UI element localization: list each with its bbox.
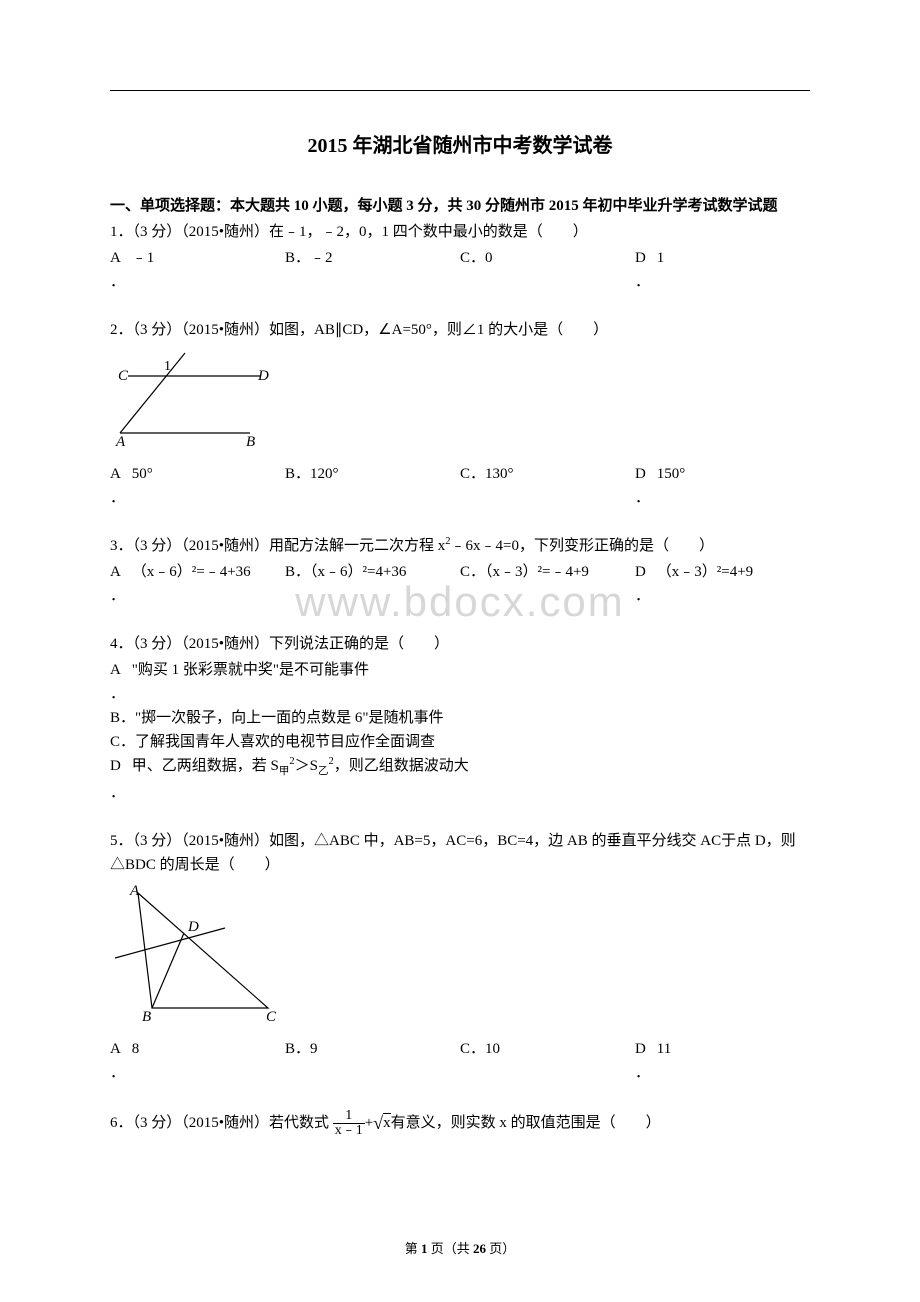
option-c: C．了解我国青年人喜欢的电视节目应作全面调查 — [110, 730, 810, 754]
option-b-value: 9 — [310, 1041, 318, 1057]
option-b-value: （x﹣6）²=4+36 — [310, 564, 406, 580]
q6-prefix: 6．（3 分）（2015•随州）若代数式 — [110, 1115, 329, 1131]
option-d-value: 11 — [657, 1041, 671, 1057]
option-d: D 甲、乙两组数据，若 S甲2＞S乙2，则乙组数据波动大． — [110, 754, 810, 805]
option-d: D 11． — [635, 1037, 810, 1085]
option-d: D 1． — [635, 246, 810, 294]
option-a-value: （x﹣6）²=﹣4+36 — [132, 564, 251, 580]
figure-q5: A B C D — [110, 883, 810, 1031]
option-c: C．0 — [460, 246, 635, 294]
label-c: C — [266, 1009, 277, 1023]
sqrt-arg: x — [383, 1113, 391, 1131]
label-angle-1: 1 — [164, 359, 171, 374]
label-d: D — [257, 368, 269, 384]
option-b: B．9 — [285, 1037, 460, 1085]
label-d: D — [187, 919, 199, 935]
options-row: A ﹣1． B．﹣2 C．0 D 1． — [110, 246, 810, 294]
option-c: C．（x﹣3）²=﹣4+9 — [460, 560, 635, 608]
q3-prefix: 3．（3 分）（2015•随州）用配方法解一元二次方程 x — [110, 538, 445, 554]
option-b-value: "掷一次骰子，向上一面的点数是 6"是随机事件 — [135, 710, 444, 726]
option-d: D 150°． — [635, 462, 810, 510]
fraction-numerator: 1 — [333, 1109, 365, 1124]
option-b-value: 120° — [310, 466, 339, 482]
section-header: 一、单项选择题：本大题共 10 小题，每小题 3 分，共 30 分随州市 201… — [110, 194, 810, 218]
question-4: 4．（3 分）（2015•随州）下列说法正确的是（ ） A "购买 1 张彩票就… — [110, 632, 810, 805]
option-a: A ﹣1． — [110, 246, 285, 294]
parallel-lines-diagram: A B C D 1 — [110, 348, 280, 448]
options-row: A （x﹣6）²=﹣4+36． B．（x﹣6）²=4+36 C．（x﹣3）²=﹣… — [110, 560, 810, 608]
options-row: A 50°． B．120° C．130° D 150°． — [110, 462, 810, 510]
label-b: B — [142, 1009, 151, 1023]
option-c: C．10 — [460, 1037, 635, 1085]
option-c-value: 10 — [485, 1041, 500, 1057]
fraction-denominator: x﹣1 — [333, 1124, 365, 1138]
option-a: A （x﹣6）²=﹣4+36． — [110, 560, 285, 608]
label-a: A — [115, 434, 126, 448]
option-d-pre: 甲、乙两组数据，若 S — [132, 758, 279, 774]
question-text: 6．（3 分）（2015•随州）若代数式 1 x﹣1 +√x有意义，则实数 x … — [110, 1109, 810, 1138]
option-a-value: ﹣1 — [132, 250, 155, 266]
option-d-mid: ＞S — [295, 758, 318, 774]
page-footer: 第 1 页（共 26 页） — [0, 1239, 920, 1260]
sub-yi: 乙 — [318, 766, 329, 777]
q6-suffix: 有意义，则实数 x 的取值范围是（ ） — [391, 1115, 661, 1131]
question-text: 3．（3 分）（2015•随州）用配方法解一元二次方程 x2﹣6x﹣4=0，下列… — [110, 534, 810, 558]
figure-q2: A B C D 1 — [110, 348, 810, 456]
plus-sign: + — [365, 1115, 373, 1131]
question-6: 6．（3 分）（2015•随州）若代数式 1 x﹣1 +√x有意义，则实数 x … — [110, 1109, 810, 1138]
question-5: 5．（3 分）（2015•随州）如图，△ABC 中，AB=5，AC=6，BC=4… — [110, 829, 810, 1085]
option-b: B．"掷一次骰子，向上一面的点数是 6"是随机事件 — [110, 706, 810, 730]
option-c-value: 130° — [485, 466, 514, 482]
option-a: A 8． — [110, 1037, 285, 1085]
footer-suffix: 页） — [486, 1241, 515, 1256]
fraction: 1 x﹣1 — [333, 1109, 365, 1138]
label-c: C — [118, 368, 129, 384]
q3-suffix: ﹣6x﹣4=0，下列变形正确的是（ ） — [451, 538, 714, 554]
option-b: B．（x﹣6）²=4+36 — [285, 560, 460, 608]
option-c-value: 了解我国青年人喜欢的电视节目应作全面调查 — [135, 734, 435, 750]
option-a: A "购买 1 张彩票就中奖"是不可能事件． — [110, 658, 810, 706]
option-d: D （x﹣3）²=4+9． — [635, 560, 810, 608]
option-a: A 50°． — [110, 462, 285, 510]
option-d-post: ，则乙组数据波动大 — [334, 758, 469, 774]
option-c-value: （x﹣3）²=﹣4+9 — [485, 564, 589, 580]
question-text: 4．（3 分）（2015•随州）下列说法正确的是（ ） — [110, 632, 810, 656]
options-row: A 8． B．9 C．10 D 11． — [110, 1037, 810, 1085]
question-2: 2．（3 分）（2015•随州）如图，AB∥CD，∠A=50°，则∠1 的大小是… — [110, 318, 810, 510]
page-content: 2015 年湖北省随州市中考数学试卷 一、单项选择题：本大题共 10 小题，每小… — [110, 130, 810, 1138]
option-a-value: 8 — [132, 1041, 140, 1057]
sqrt-icon: √ — [373, 1113, 383, 1133]
page-title: 2015 年湖北省随州市中考数学试卷 — [110, 130, 810, 162]
sub-jia: 甲 — [279, 766, 290, 777]
option-b: B．120° — [285, 462, 460, 510]
option-d-value: 150° — [657, 466, 686, 482]
option-b-value: ﹣2 — [310, 250, 333, 266]
label-b: B — [246, 434, 255, 448]
label-a: A — [129, 883, 140, 899]
question-text: 2．（3 分）（2015•随州）如图，AB∥CD，∠A=50°，则∠1 的大小是… — [110, 318, 810, 342]
question-1: 1．（3 分）（2015•随州）在﹣1，﹣2，0，1 四个数中最小的数是（ ） … — [110, 220, 810, 294]
question-3: www.bdocx.com 3．（3 分）（2015•随州）用配方法解一元二次方… — [110, 534, 810, 608]
footer-prefix: 第 — [405, 1241, 421, 1256]
triangle-diagram: A B C D — [110, 883, 290, 1023]
question-text: 5．（3 分）（2015•随州）如图，△ABC 中，AB=5，AC=6，BC=4… — [110, 829, 810, 877]
option-c-value: 0 — [485, 250, 493, 266]
footer-total: 26 — [473, 1241, 486, 1256]
option-d-value: （x﹣3）²=4+9 — [657, 564, 753, 580]
option-c: C．130° — [460, 462, 635, 510]
footer-mid: 页（共 — [427, 1241, 473, 1256]
option-d-value: 1 — [657, 250, 665, 266]
top-rule — [110, 90, 810, 91]
option-a-value: 50° — [132, 466, 153, 482]
option-b: B．﹣2 — [285, 246, 460, 294]
option-a-value: "购买 1 张彩票就中奖"是不可能事件 — [132, 662, 369, 678]
question-text: 1．（3 分）（2015•随州）在﹣1，﹣2，0，1 四个数中最小的数是（ ） — [110, 220, 810, 244]
